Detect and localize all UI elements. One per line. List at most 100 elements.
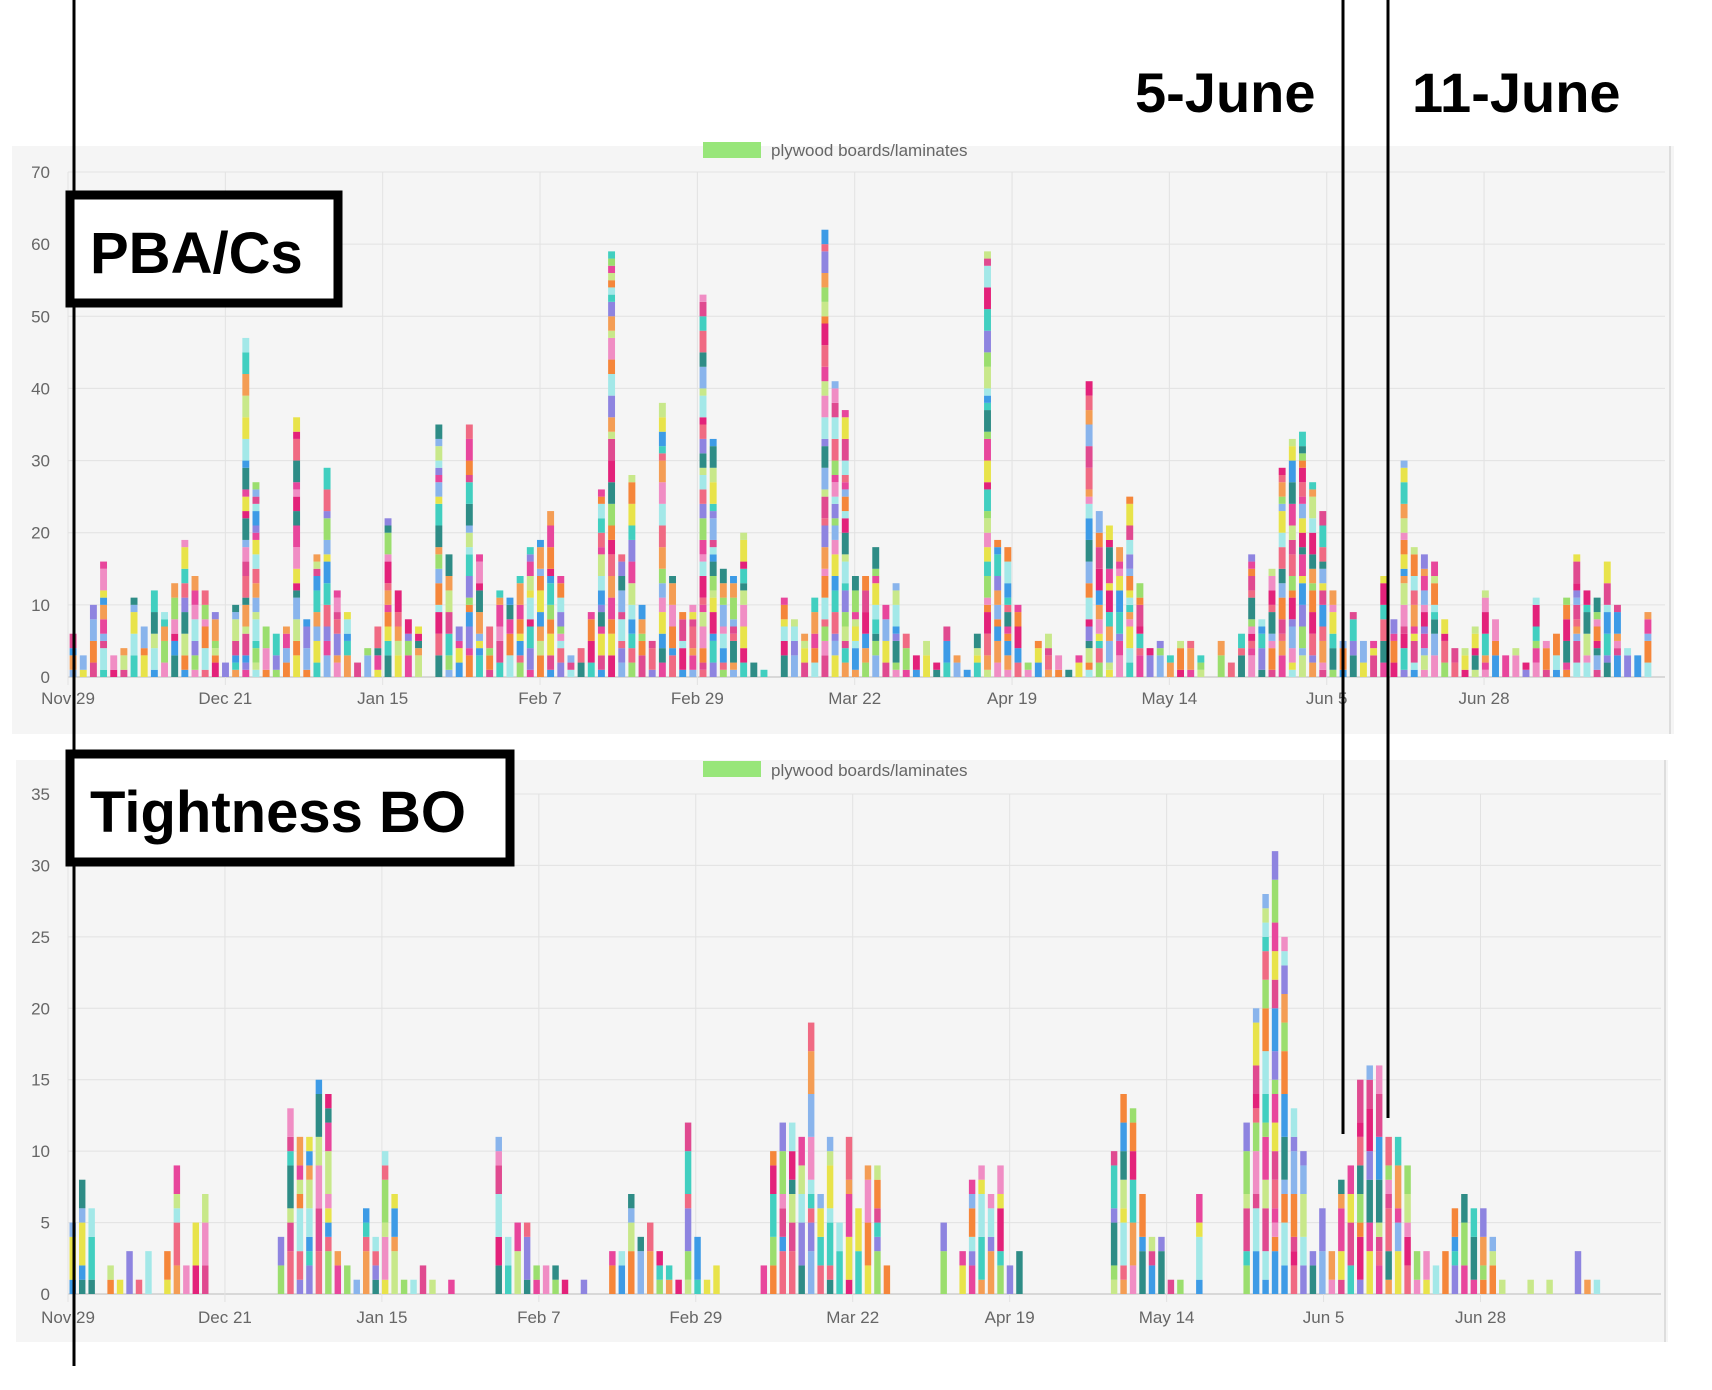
bar-segment[interactable]: [526, 597, 534, 620]
bar-segment[interactable]: [831, 612, 839, 634]
bar-segment[interactable]: [1004, 597, 1012, 605]
bar-segment[interactable]: [1385, 1165, 1392, 1180]
bar-segment[interactable]: [892, 583, 900, 591]
bar-segment[interactable]: [107, 1265, 114, 1280]
bar-segment[interactable]: [1644, 662, 1652, 677]
bar-segment[interactable]: [699, 366, 707, 389]
bar-segment[interactable]: [1126, 496, 1134, 504]
bar-segment[interactable]: [1110, 1151, 1118, 1166]
bar-segment[interactable]: [779, 1151, 786, 1194]
bar-segment[interactable]: [465, 626, 473, 649]
bar-segment[interactable]: [709, 597, 717, 613]
bar-segment[interactable]: [323, 511, 331, 519]
bar-segment[interactable]: [831, 633, 839, 641]
bar-segment[interactable]: [699, 612, 707, 627]
bar-segment[interactable]: [719, 648, 727, 663]
bar-segment[interactable]: [296, 1179, 304, 1194]
bar-segment[interactable]: [1394, 1222, 1402, 1252]
bar-segment[interactable]: [126, 1251, 133, 1294]
bar-segment[interactable]: [296, 1279, 304, 1294]
bar-segment[interactable]: [252, 662, 260, 670]
bar-segment[interactable]: [1004, 640, 1012, 656]
bar-segment[interactable]: [973, 633, 981, 649]
bar-segment[interactable]: [770, 1165, 777, 1194]
bar-segment[interactable]: [1573, 554, 1581, 562]
bar-segment[interactable]: [537, 590, 544, 613]
bar-segment[interactable]: [1583, 604, 1591, 613]
bar-segment[interactable]: [730, 626, 737, 634]
bar-segment[interactable]: [201, 669, 209, 677]
bar-segment[interactable]: [892, 633, 900, 641]
bar-segment[interactable]: [514, 1251, 521, 1294]
bar-segment[interactable]: [181, 547, 189, 569]
bar-segment[interactable]: [191, 640, 199, 656]
bar-segment[interactable]: [496, 662, 504, 677]
bar-segment[interactable]: [1410, 604, 1418, 627]
bar-segment[interactable]: [1385, 1179, 1392, 1194]
bar-segment[interactable]: [699, 539, 707, 555]
bar-segment[interactable]: [526, 619, 534, 627]
bar-segment[interactable]: [628, 482, 636, 504]
bar-segment[interactable]: [1146, 655, 1154, 677]
bar-segment[interactable]: [353, 1279, 360, 1294]
bar-segment[interactable]: [1262, 908, 1269, 923]
bar-segment[interactable]: [547, 511, 555, 526]
bar-segment[interactable]: [1410, 662, 1418, 670]
bar-segment[interactable]: [1288, 438, 1296, 447]
bar-segment[interactable]: [201, 619, 209, 627]
bar-segment[interactable]: [1045, 648, 1052, 656]
bar-segment[interactable]: [1385, 1136, 1392, 1166]
bar-segment[interactable]: [362, 1251, 370, 1294]
bar-segment[interactable]: [293, 431, 301, 439]
bar-segment[interactable]: [874, 1236, 881, 1252]
bar-segment[interactable]: [1481, 662, 1489, 670]
bar-segment[interactable]: [770, 1236, 777, 1266]
bar-segment[interactable]: [547, 655, 555, 670]
bar-segment[interactable]: [841, 640, 849, 649]
bar-segment[interactable]: [658, 597, 666, 613]
bar-segment[interactable]: [1288, 669, 1296, 677]
bar-segment[interactable]: [272, 669, 280, 677]
bar-segment[interactable]: [1375, 1251, 1383, 1266]
bar-segment[interactable]: [801, 648, 809, 663]
bar-segment[interactable]: [1110, 1165, 1118, 1209]
bar-segment[interactable]: [1105, 612, 1113, 627]
bar-segment[interactable]: [1380, 662, 1388, 677]
bar-segment[interactable]: [1248, 640, 1256, 649]
bar-segment[interactable]: [1252, 1122, 1260, 1152]
bar-segment[interactable]: [242, 561, 250, 576]
bar-segment[interactable]: [505, 1236, 512, 1266]
bar-segment[interactable]: [845, 1179, 853, 1194]
bar-segment[interactable]: [597, 554, 605, 576]
bar-segment[interactable]: [882, 604, 890, 620]
bar-segment[interactable]: [1624, 655, 1632, 677]
bar-segment[interactable]: [1120, 1179, 1127, 1209]
bar-segment[interactable]: [770, 1194, 777, 1237]
bar-segment[interactable]: [684, 1122, 692, 1152]
bar-segment[interactable]: [984, 576, 991, 598]
bar-segment[interactable]: [699, 438, 707, 454]
bar-segment[interactable]: [1366, 1151, 1373, 1180]
bar-segment[interactable]: [597, 532, 605, 548]
bar-segment[interactable]: [130, 612, 138, 634]
bar-segment[interactable]: [1603, 662, 1611, 677]
bar-segment[interactable]: [306, 1251, 313, 1266]
bar-segment[interactable]: [394, 612, 402, 627]
bar-segment[interactable]: [1095, 511, 1103, 533]
bar-segment[interactable]: [709, 612, 717, 634]
bar-segment[interactable]: [968, 1251, 976, 1266]
bar-segment[interactable]: [1268, 568, 1276, 576]
bar-segment[interactable]: [547, 669, 555, 677]
bar-segment[interactable]: [1370, 640, 1378, 649]
bar-segment[interactable]: [1309, 590, 1317, 613]
bar-segment[interactable]: [1299, 576, 1306, 584]
bar-segment[interactable]: [1006, 1265, 1014, 1294]
bar-segment[interactable]: [1290, 1136, 1298, 1152]
bar-segment[interactable]: [709, 482, 717, 504]
bar-segment[interactable]: [730, 662, 737, 670]
bar-segment[interactable]: [817, 1194, 824, 1209]
bar-segment[interactable]: [537, 539, 544, 548]
bar-segment[interactable]: [709, 467, 717, 483]
bar-segment[interactable]: [1451, 1251, 1459, 1266]
bar-segment[interactable]: [161, 619, 168, 627]
